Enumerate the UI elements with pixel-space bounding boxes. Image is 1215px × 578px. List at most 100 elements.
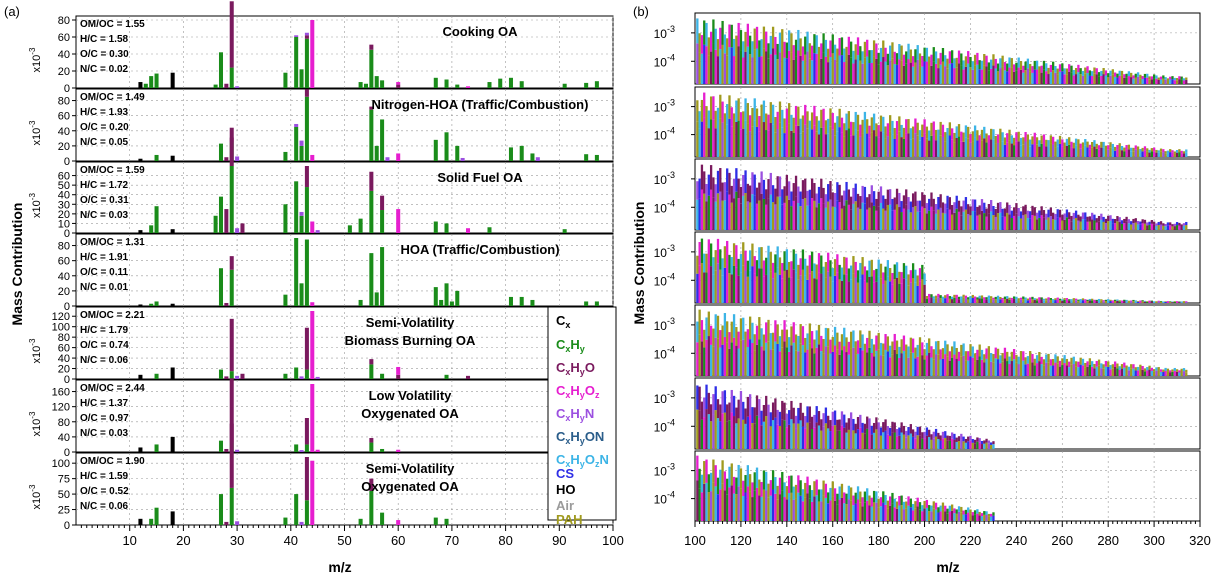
bar [1116,77,1119,84]
legend-cxhyoz: CxHyOz [556,383,600,400]
bar [714,250,717,271]
bar [843,136,846,157]
bar [737,258,740,276]
bar [1042,217,1046,230]
bar [987,443,991,449]
bar [1058,209,1062,218]
x-tick-label: 20 [176,533,190,548]
bar [751,497,754,521]
bar [794,125,798,157]
bar [739,112,743,130]
bar [806,205,809,230]
bar [1166,301,1170,303]
bar [792,499,795,521]
bar [396,449,401,452]
bar [937,297,940,303]
bar [944,55,947,67]
bar [748,491,752,521]
bar [1022,215,1025,230]
bar [960,65,963,84]
bar [934,428,938,437]
bar [1033,300,1036,303]
bar [923,359,926,376]
bar [964,209,968,230]
bar [1180,371,1183,376]
bar [294,37,299,88]
bar [948,135,951,157]
bar [843,503,846,521]
bar [1015,132,1018,142]
bar [1182,153,1186,157]
bar [891,120,894,135]
bar [916,200,919,212]
bar [719,330,722,348]
bar [905,265,908,280]
bar [304,166,309,188]
bar [797,475,800,493]
bar [762,260,766,277]
bar [707,128,710,157]
bar [946,195,949,209]
bar [992,297,995,300]
bar [1134,370,1137,376]
bar [728,420,731,449]
bar [990,442,993,445]
y-multiplier: x10-3 [28,120,43,145]
bar [703,92,706,118]
bar [877,332,880,350]
bar [744,193,747,230]
bar [746,396,749,417]
bar [1042,365,1046,376]
bar [801,326,805,346]
bar [969,513,972,521]
y-tick-exponent: -4 [667,52,675,62]
bar [928,429,931,438]
bar [937,432,940,440]
legend-cxhyo: CxHyO [556,360,595,377]
bar [703,329,706,348]
bar [948,511,951,521]
bar [856,114,860,131]
bar [930,294,933,298]
bar [1070,364,1073,376]
bar [875,491,878,503]
bar [1180,301,1183,303]
bar [788,50,791,84]
bar [369,359,374,365]
bar [707,311,710,337]
bar [744,120,747,157]
bar [218,494,224,525]
bar [714,410,717,449]
bar [852,256,855,274]
bar [838,430,841,449]
bar [785,329,789,348]
bar [1146,301,1149,302]
bar [838,37,841,56]
bar [946,68,949,84]
bar [856,270,860,283]
bar [369,106,374,110]
bar [755,344,759,376]
bar [918,140,922,157]
bar [703,44,706,84]
bar [1164,77,1167,80]
bar [138,158,143,161]
bar [707,336,710,376]
bar [831,496,834,521]
bar [1132,78,1135,84]
bar [762,122,766,157]
bar [1146,148,1149,152]
bar [723,412,727,449]
bar [1029,139,1032,147]
bar [730,274,733,303]
bar [939,295,942,299]
bar [820,109,823,128]
bar [1086,301,1089,303]
bar [707,474,710,493]
bar [726,55,729,84]
bar [788,30,791,51]
bar [792,249,795,270]
bar [1079,68,1082,75]
bar [845,422,848,433]
